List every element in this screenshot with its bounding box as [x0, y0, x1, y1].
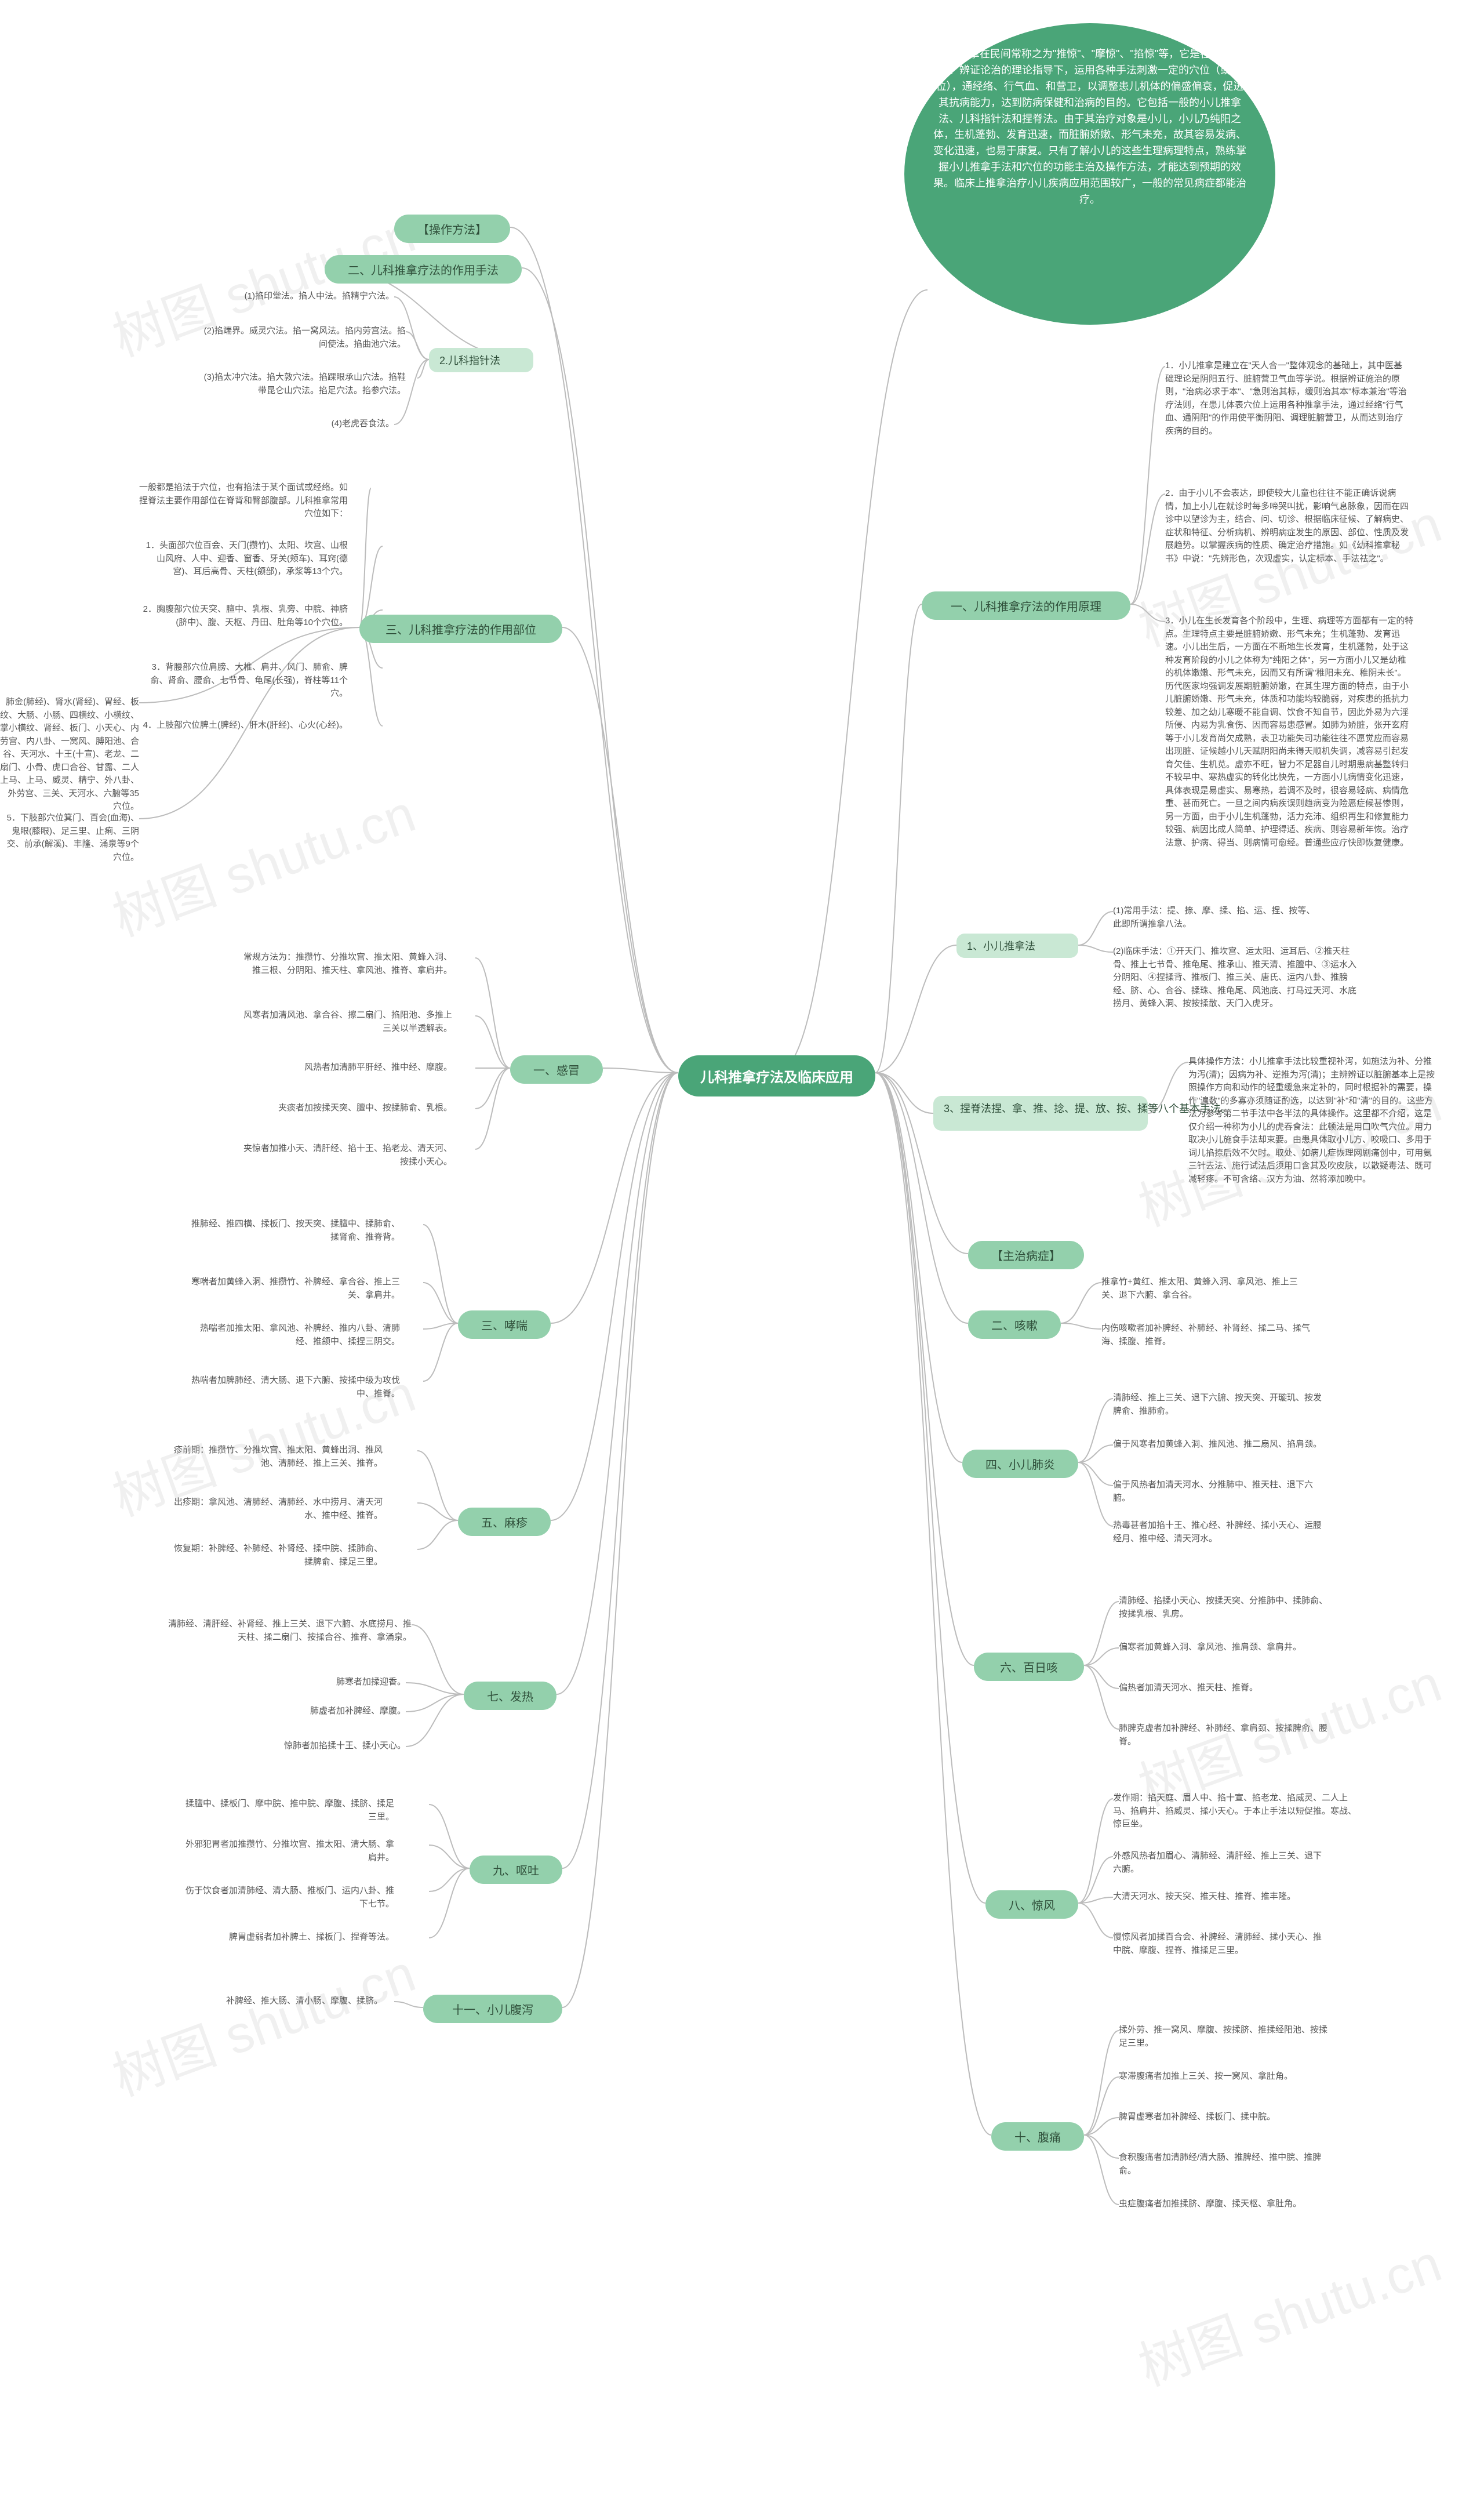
leaf: 揉膻中、揉板门、摩中脘、推中脘、摩腹、揉脐、揉足三里。: [186, 1798, 394, 1824]
leaf: 内伤咳嗽者加补脾经、补肺经、补肾经、揉二马、揉气海、揉腹、推脊。: [1101, 1322, 1310, 1348]
branch-b_r_two[interactable]: 二、咳嗽: [968, 1310, 1061, 1339]
leaf: 补脾经、推大肠、清小肠、摩腹、揉脐。: [174, 1995, 383, 2008]
leaf: 虫症腹痛者加推揉脐、摩腹、揉天枢、拿肚角。: [1119, 2198, 1327, 2211]
branch-b_seven_fare[interactable]: 七、发热: [464, 1682, 556, 1710]
leaf: 2．胸腹部穴位天突、膻中、乳根、乳旁、中脘、神脐(脐中)、腹、天枢、丹田、肚角等…: [139, 603, 348, 629]
leaf: 偏于风热者加清天河水、分推肺中、推天柱、退下六腑。: [1113, 1479, 1322, 1505]
leaf: (2)掐端界。威灵穴法。掐一窝风法。掐内劳宫法。掐间使法。掐曲池穴法。: [197, 325, 406, 351]
branch-b_three[interactable]: 三、儿科推拿疗法的作用部位: [359, 615, 562, 643]
leaf: 肺脾克虚者加补脾经、补肺经、拿肩颈、按揉脾俞、腰脊。: [1119, 1722, 1327, 1748]
leaf: 夹痰者加按揉天突、膻中、按揉肺俞、乳根。: [243, 1102, 452, 1115]
leaf: 风寒者加清风池、拿合谷、擦二扇门、掐阳池、多推上三关以半透解表。: [243, 1009, 452, 1035]
leaf: 脾胃虚寒者加补脾经、揉板门、揉中脘。: [1119, 2111, 1327, 2124]
intro-blob: 儿科推拿在民间常称之为"推惊"、"摩惊"、"掐惊"等，它是在四诊八纲、辨证论治的…: [904, 23, 1275, 325]
leaf: 热毒甚者加掐十王、推心经、补脾经、揉小天心、运腰经月、推中经、清天河水。: [1113, 1519, 1322, 1545]
leaf: 外感风热者加眉心、清肺经、清肝经、推上三关、退下六腑。: [1113, 1850, 1322, 1876]
branch-b_r_sub1[interactable]: 1、小儿推拿法: [956, 934, 1078, 958]
leaf: 肺金(肺经)、肾水(肾经)、胃经、板纹、大肠、小肠、四横纹、小横纹、掌小横纹、肾…: [0, 696, 139, 814]
leaf: 恢复期：补脾经、补肺经、补肾经、揉中脘、揉肺俞、揉脾俞、揉足三里。: [174, 1542, 383, 1568]
leaf: 具体操作方法：小儿推拿手法比较重视补泻，如施法为补、分推为泻(清)；因病为补、逆…: [1188, 1055, 1438, 1186]
branch-b_r_zhuzhi[interactable]: 【主治病症】: [968, 1241, 1084, 1269]
branch-b_r_ten[interactable]: 十、腹痛: [991, 2122, 1084, 2151]
leaf: 2．由于小儿不会表达，即使较大儿童也往往不能正确诉说病情，加上小儿在就诊时每多啼…: [1165, 487, 1409, 565]
leaf: (3)掐太冲穴法。掐大敦穴法。掐踝眼承山穴法。掐鞋带昆仑山穴法。掐足穴法。掐参穴…: [197, 371, 406, 397]
branch-b_r_sub3[interactable]: 3、捏脊法捏、拿、推、捻、提、放、按、揉等八个基本手法。: [933, 1096, 1148, 1131]
branch-b_nine_outu[interactable]: 九、呕吐: [470, 1856, 562, 1884]
leaf: 揉外劳、推一窝风、摩腹、按揉脐、推揉经阳池、按揉足三里。: [1119, 2024, 1327, 2050]
branch-b_three_xiaochuan[interactable]: 三、哮喘: [458, 1310, 551, 1339]
branch-b_five_mazhen[interactable]: 五、麻疹: [458, 1508, 551, 1536]
leaf: 出疹期：拿风池、清肺经、清肺经、水中捞月、清天河水、推中经、推脊。: [174, 1496, 383, 1522]
leaf: (1)掐印堂法。掐人中法。掐精宁穴法。: [197, 290, 394, 303]
watermark: 树图 shutu.cn: [101, 1931, 424, 2111]
leaf: 推拿竹+黄红、推太阳、黄蜂入洞、拿风池、推上三关、退下六腑、拿合谷。: [1101, 1276, 1310, 1302]
leaf: 大清天河水、按天突、推天柱、推脊、推丰隆。: [1113, 1890, 1322, 1904]
leaf: 常规方法为：推攒竹、分推坎宫、推太阳、黄蜂入洞、推三根、分阴阳、推天柱、拿风池、…: [243, 951, 452, 977]
leaf: 风热者加清肺平肝经、推中经、摩腹。: [243, 1061, 452, 1074]
branch-b_r_one[interactable]: 一、儿科推拿疗法的作用原理: [922, 591, 1130, 620]
leaf: 清肺经、掐揉小天心、按揉天突、分推肺中、揉肺俞、按揉乳根、乳房。: [1119, 1595, 1327, 1621]
leaf: 1．小儿推拿是建立在"天人合一"整体观念的基础上，其中医基础理论是阴阳五行、脏腑…: [1165, 360, 1409, 438]
leaf: 热喘者加推太阳、拿风池、补脾经、推内八卦、清肺经、推颌中、揉捏三阴交。: [191, 1322, 400, 1348]
leaf: 推肺经、推四横、揉板门、按天突、揉膻中、揉肺俞、揉肾俞、推脊背。: [191, 1218, 400, 1244]
leaf: 夹惊者加推小天、清肝经、掐十王、掐老龙、清天河、按揉小天心。: [243, 1142, 452, 1168]
branch-b_two[interactable]: 二、儿科推拿疗法的作用手法: [325, 255, 522, 284]
leaf: 3．背腰部穴位肩膀、大椎、肩井、风门、肺俞、脾俞、肾俞、腰俞、七节骨、龟尾(长强…: [139, 661, 348, 700]
leaf: 偏寒者加黄蜂入洞、拿风池、推肩颈、拿肩井。: [1119, 1641, 1327, 1654]
branch-b_ops[interactable]: 【操作方法】: [394, 215, 510, 243]
root-node[interactable]: 儿科推拿疗法及临床应用: [678, 1055, 875, 1096]
leaf: 惊肺者加掐揉十王、揉小天心。: [209, 1740, 406, 1753]
leaf: 疹前期：推攒竹、分推坎宫、推太阳、黄蜂出洞、推风池、清肺经、推上三关、推脊。: [174, 1444, 383, 1470]
leaf: 偏热者加清天河水、推天柱、推脊。: [1119, 1682, 1327, 1695]
branch-b_one_ganmao[interactable]: 一、感冒: [510, 1055, 603, 1084]
leaf: (2)临床手法：①开天门、推坎宫、运太阳、运耳后、②推天柱骨、推上七节骨、推龟尾…: [1113, 945, 1356, 1011]
leaf: (4)老虎吞食法。: [267, 417, 394, 431]
leaf: 寒喘者加黄蜂入洞、推攒竹、补脾经、拿合谷、推上三关、拿肩井。: [191, 1276, 400, 1302]
leaf: 1．头面部穴位百会、天门(攒竹)、太阳、坎宫、山根山风府、人中、迎香、窗香、牙关…: [139, 539, 348, 579]
leaf: 脾胃虚弱者加补脾土、揉板门、捏脊等法。: [186, 1931, 394, 1944]
leaf: 清肺经、清肝经、补肾经、推上三关、退下六腑、水底捞月、推天柱、揉二扇门、按揉合谷…: [162, 1618, 412, 1644]
leaf: 慢惊风者加揉百合会、补脾经、清肺经、揉小天心、推中脘、摩腹、捏脊、推揉足三里。: [1113, 1931, 1322, 1957]
sub-s_two_1[interactable]: 2.儿科指针法: [429, 348, 533, 372]
leaf: 一般都是掐法于穴位，也有掐法于某个面试或经络。如捏脊法主要作用部位在脊背和臀部腹…: [139, 481, 348, 521]
leaf: 食积腹痛者加清肺经/清大肠、推脾经、推中脘、推脾俞。: [1119, 2151, 1327, 2177]
leaf: 寒滞腹痛者加推上三关、按一窝风、拿肚角。: [1119, 2070, 1327, 2083]
leaf: 伤于饮食者加清肺经、清大肠、推板门、运内八卦、推下七节。: [186, 1885, 394, 1911]
leaf: 3．小儿在生长发育各个阶段中，生理、病理等方面都有一定的特点。生理特点主要是脏腑…: [1165, 615, 1414, 849]
watermark: 树图 shutu.cn: [101, 772, 424, 951]
branch-b_eleven_xiaoer[interactable]: 十一、小儿腹泻: [423, 1995, 562, 2023]
leaf: 5．下肢部穴位箕门、百会(血海)、鬼眼(膝眼)、足三里、止痢、三阴交、前承(解溪…: [0, 812, 139, 864]
leaf: 热喘者加脾肺经、清大肠、退下六腑、按揉中级为攻伐中、推脊。: [191, 1374, 400, 1400]
leaf: 4．上肢部穴位脾土(脾经)、肝木(肝经)、心火(心经)。: [139, 719, 348, 732]
leaf: 清肺经、推上三关、退下六腑、按天突、开璇玑、按发脾俞、推肺俞。: [1113, 1392, 1322, 1418]
watermark: 树图 shutu.cn: [1127, 2221, 1450, 2401]
leaf: 发作期：掐天庭、眉人中、掐十宣、掐老龙、掐威灵、二人上马、掐肩井、掐威灵、揉小天…: [1113, 1792, 1362, 1831]
branch-b_r_eight[interactable]: 八、惊风: [985, 1890, 1078, 1919]
leaf: 偏于风寒者加黄蜂入洞、推风池、推二扇风、掐肩颈。: [1113, 1438, 1322, 1451]
leaf: (1)常用手法：提、捺、摩、揉、掐、运、捏、按等、此即所谓推拿八法。: [1113, 905, 1322, 931]
branch-b_r_four[interactable]: 四、小儿肺炎: [962, 1450, 1078, 1478]
leaf: 肺寒者加揉迎香。: [232, 1676, 406, 1689]
leaf: 肺虚者加补脾经、摩腹。: [232, 1705, 406, 1718]
branch-b_r_six[interactable]: 六、百日咳: [974, 1653, 1084, 1681]
leaf: 外邪犯胃者加推攒竹、分推坎宫、推太阳、清大肠、拿肩井。: [186, 1838, 394, 1864]
